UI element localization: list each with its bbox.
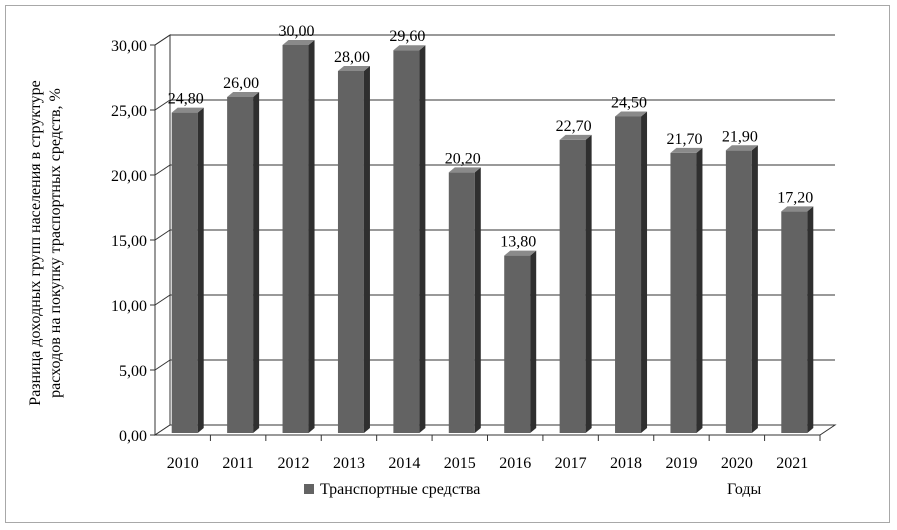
- data-label: 20,20: [445, 150, 481, 167]
- bar-2015: 20,20: [445, 150, 481, 433]
- bar-2017: 22,70: [556, 118, 592, 433]
- y-tick-label: 20,00: [111, 168, 147, 185]
- data-label: 29,60: [389, 28, 425, 45]
- bar-side: [641, 111, 648, 433]
- bar-front: [504, 255, 531, 433]
- legend-swatch: [304, 484, 314, 494]
- data-label: 24,80: [168, 91, 204, 108]
- bar-front: [615, 116, 642, 433]
- bar-side: [807, 206, 814, 433]
- bar-front: [282, 45, 309, 433]
- bar-2011: 26,00: [223, 75, 260, 433]
- x-tick-label: 2017: [555, 455, 587, 472]
- y-axis-title-line-1: Разница доходных групп населения в струк…: [27, 80, 44, 405]
- gridline-diagonal: [154, 294, 171, 306]
- y-tick-label: 5,00: [119, 363, 147, 380]
- y-axis-title-line-2: расходов на покупку траспортных средств,…: [47, 88, 64, 398]
- data-label: 22,70: [556, 118, 592, 135]
- bar-side: [253, 92, 260, 433]
- y-tick-label: 0,00: [119, 428, 147, 445]
- bar-top: [393, 45, 426, 51]
- y-tick-label: 15,00: [111, 233, 147, 250]
- bar-front: [227, 97, 254, 433]
- x-tick-label: 2010: [167, 455, 199, 472]
- bar-2016: 13,80: [500, 234, 537, 433]
- bar-side: [696, 147, 703, 433]
- x-tick-label: 2015: [444, 455, 476, 472]
- data-label: 28,00: [334, 49, 370, 66]
- bar-2021: 17,20: [777, 189, 814, 433]
- data-label: 26,00: [223, 75, 259, 92]
- bar-2014: 29,60: [389, 28, 426, 433]
- bars: 24,80 26,00 30,00 28,00 29,60 20,20 13,80 22,70…: [168, 23, 814, 434]
- bar-2019: 21,70: [666, 131, 703, 433]
- bar-2010: 24,80: [168, 91, 204, 433]
- bar-top: [337, 66, 370, 71]
- x-tick-label: 2019: [665, 455, 697, 472]
- bar-top: [615, 111, 648, 117]
- bar-2013: 28,00: [334, 49, 370, 433]
- data-label: 30,00: [279, 23, 315, 40]
- x-tick-label: 2016: [499, 455, 531, 472]
- x-axis-ticks: 2010 2011 2012 2013 2014 2015 2016 2017 2018 2019…: [167, 435, 821, 472]
- gridlines: [154, 34, 835, 371]
- x-tick-label: 2021: [776, 455, 808, 472]
- bar-front: [448, 172, 475, 433]
- bar-top: [670, 147, 703, 153]
- bar-top: [282, 40, 315, 45]
- bar-top: [171, 107, 204, 113]
- bar-front: [781, 211, 808, 433]
- bar-front: [337, 71, 364, 433]
- data-label: 17,20: [777, 189, 813, 206]
- bar-top: [559, 134, 592, 140]
- bar-top: [227, 92, 260, 97]
- x-tick-label: 2018: [610, 455, 642, 472]
- x-tick-label: 2012: [278, 455, 310, 472]
- data-label: 21,70: [666, 131, 702, 148]
- bar-side: [197, 107, 204, 433]
- bar-side: [585, 134, 592, 433]
- y-axis-ticks: 0,00 5,00 10,00 15,00 20,00 25,00 30,00: [111, 38, 156, 445]
- data-label: 13,80: [500, 234, 536, 251]
- x-tick-label: 2011: [222, 455, 253, 472]
- bar-top: [781, 206, 814, 212]
- gridline-diagonal: [154, 164, 171, 176]
- bar-top: [504, 250, 537, 256]
- bar-side: [363, 66, 370, 433]
- bar-top: [448, 167, 481, 173]
- gridline-diagonal: [154, 34, 171, 46]
- bar-front: [725, 150, 752, 434]
- gridline-diagonal: [154, 229, 171, 241]
- gridline-diagonal: [154, 359, 171, 371]
- y-tick-label: 30,00: [111, 38, 147, 55]
- data-label: 24,50: [611, 95, 647, 112]
- legend: Транспортные средства: [304, 481, 480, 498]
- bar-side: [474, 167, 481, 433]
- bar-top: [725, 145, 758, 151]
- legend-label: Транспортные средства: [320, 481, 480, 498]
- y-tick-label: 25,00: [111, 103, 147, 120]
- x-tick-label: 2020: [721, 455, 753, 472]
- bar-2020: 21,90: [722, 128, 758, 434]
- bar-front: [171, 112, 198, 433]
- x-tick-label: 2014: [388, 455, 420, 472]
- bar-side: [751, 145, 758, 434]
- y-tick-label: 10,00: [111, 298, 147, 315]
- bar-front: [559, 139, 586, 433]
- bar-front: [393, 50, 420, 433]
- bar-side: [530, 250, 537, 433]
- x-tick-label: 2013: [333, 455, 365, 472]
- gridline-diagonal: [154, 99, 171, 111]
- bar-2018: 24,50: [611, 95, 648, 433]
- bar-side: [419, 45, 426, 433]
- bar-front: [670, 152, 697, 433]
- bar-2012: 30,00: [279, 23, 315, 433]
- data-label: 21,90: [722, 128, 758, 145]
- bar-side: [308, 40, 315, 433]
- x-axis-title: Годы: [727, 481, 762, 498]
